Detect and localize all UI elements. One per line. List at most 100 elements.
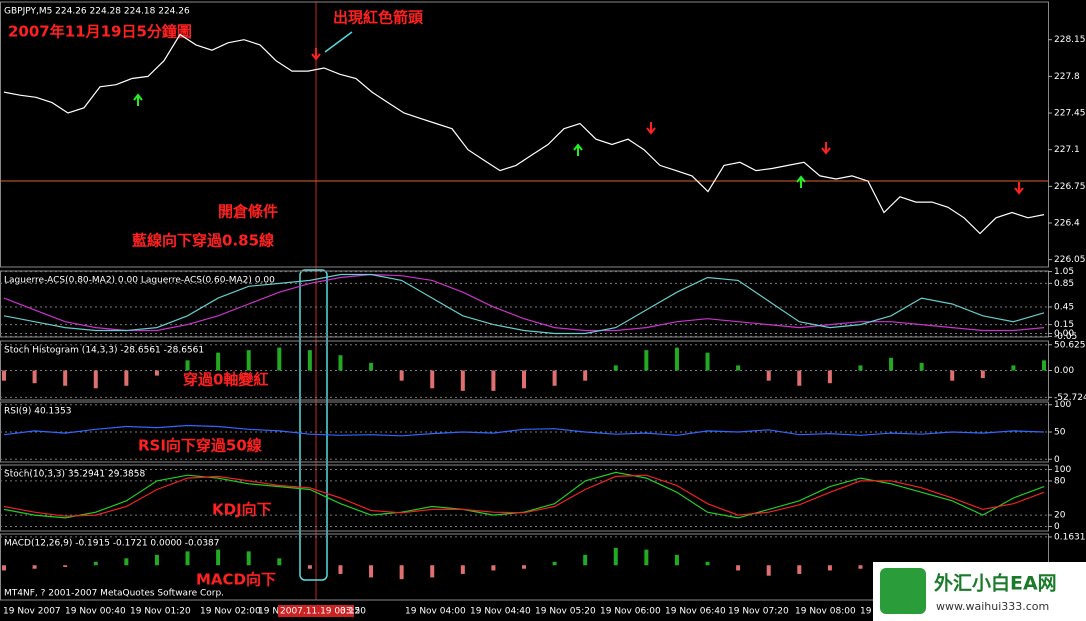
x-tick-label: 03:20 (340, 607, 366, 617)
histogram-bar (369, 565, 374, 578)
histogram-bar (154, 370, 159, 376)
y-tick-label: 80 (1054, 476, 1066, 486)
histogram-bar (277, 558, 282, 566)
histogram-bar (2, 565, 6, 571)
histogram-bar (246, 350, 251, 371)
histogram-bar (583, 554, 588, 566)
histogram-bar (63, 370, 68, 386)
y-tick-label: 226.05 (1054, 255, 1086, 265)
annotation: 2007年11月19日5分鐘圖 (8, 23, 192, 41)
histogram-bar (1042, 360, 1046, 371)
histogram-bar (399, 565, 404, 580)
panel-title: Laguerre-ACS(0.80-MA2) 0.00 Laguerre-ACS… (4, 276, 275, 286)
y-tick-label: 228.15 (1054, 35, 1086, 45)
histogram-bar (827, 370, 832, 384)
sell-arrow (311, 48, 321, 61)
y-tick-label: 227.8 (1054, 72, 1080, 82)
histogram-bar (338, 565, 343, 574)
histogram-bar (889, 357, 894, 371)
panel-title: RSI(9) 40.1353 (4, 407, 71, 417)
x-tick-label: 19 N (860, 607, 881, 617)
x-tick-label: 19 Nov 06:40 (665, 607, 726, 617)
histogram-bar (63, 565, 68, 567)
histogram-bar (705, 561, 710, 566)
series-line (3, 424, 1045, 437)
y-tick-label: -0.05 (1054, 332, 1077, 342)
y-tick-label: 0.00 (1054, 329, 1074, 339)
series-line (3, 33, 1045, 235)
y-tick-label: 0.45 (1054, 302, 1074, 312)
histogram-bar (674, 347, 679, 371)
histogram-bar (32, 370, 37, 384)
histogram-bar (369, 362, 374, 371)
y-tick-label: 1.05 (1054, 267, 1074, 277)
y-tick-label: 0 (1054, 522, 1060, 532)
histogram-bar (644, 549, 649, 566)
histogram-bar (460, 565, 465, 574)
series-line (3, 273, 1045, 335)
histogram-bar (919, 362, 924, 371)
histogram-bar (246, 551, 251, 566)
x-tick-label: 19 Nov 01:20 (130, 607, 191, 617)
annotation: 藍線向下穿過0.85線 (132, 232, 274, 250)
histogram-bar (430, 565, 435, 578)
annotation: MACD向下 (196, 571, 276, 589)
histogram-bar (399, 370, 404, 381)
histogram-bar (736, 565, 741, 571)
sell-arrow (821, 142, 831, 155)
histogram-bar (2, 370, 6, 381)
annotation: 出現紅色箭頭 (333, 9, 424, 27)
histogram-bar (858, 565, 863, 569)
histogram-bar (858, 365, 863, 371)
histogram-bar (552, 370, 557, 386)
histogram-bar (797, 370, 802, 386)
watermark-url: www.waihui333.com (936, 600, 1049, 613)
x-tick-label: 19 Nov 08:00 (795, 607, 856, 617)
annotation: 穿過0軸變紅 (183, 371, 268, 389)
histogram-bar (185, 551, 190, 566)
x-tick-label: 19 Nov 2007 (3, 607, 61, 617)
y-tick-label: 100 (1054, 400, 1071, 410)
y-tick-label: 50 (1054, 428, 1066, 438)
x-tick-label: 19 Nov 05:20 (535, 607, 596, 617)
histogram-bar (32, 565, 37, 569)
panel-title: GBPJPY,M5 224.26 224.28 224.18 224.26 (4, 7, 190, 17)
histogram-bar (552, 561, 557, 566)
histogram-bar (583, 370, 588, 381)
y-tick-label: 226.4 (1054, 219, 1080, 229)
y-tick-label: 0.1631 (1054, 532, 1086, 542)
panel-frame (0, 270, 1049, 338)
histogram-bar (93, 561, 98, 566)
y-tick-label: 20 (1054, 511, 1066, 521)
histogram-bar (216, 549, 221, 566)
panel-title: Stoch(10,3,3) 35.2941 29.3858 (4, 470, 145, 480)
y-tick-label: 0.15 (1054, 320, 1074, 330)
sell-arrow (1014, 182, 1024, 195)
series-line (3, 474, 1045, 517)
histogram-bar (185, 360, 190, 371)
histogram-bar (338, 355, 343, 371)
buy-arrow (573, 143, 583, 156)
histogram-bar (216, 352, 221, 371)
y-tick-label: 227.45 (1054, 109, 1086, 119)
y-tick-label: 0 (1054, 455, 1060, 465)
x-tick-label: 19 Nov 02:00 (200, 607, 261, 617)
histogram-bar (613, 365, 618, 371)
x-tick-label: 2007.11.19 03:15 (280, 607, 360, 617)
histogram-bar (674, 554, 679, 566)
sell-arrow (646, 122, 656, 135)
histogram-bar (950, 370, 955, 381)
histogram-bar (980, 370, 985, 379)
histogram-bar (705, 352, 710, 371)
panel-frame (0, 1, 1049, 268)
panel-title: Stoch Histogram (14,3,3) -28.6561 -28.65… (4, 346, 204, 356)
x-tick-label: 19 Nov 07:20 (728, 607, 789, 617)
y-tick-label: 226.75 (1054, 182, 1086, 192)
histogram-bar (154, 554, 159, 566)
buy-arrow (796, 175, 806, 188)
watermark-logo (880, 568, 926, 614)
histogram-bar (827, 565, 832, 571)
histogram-bar (613, 547, 618, 566)
